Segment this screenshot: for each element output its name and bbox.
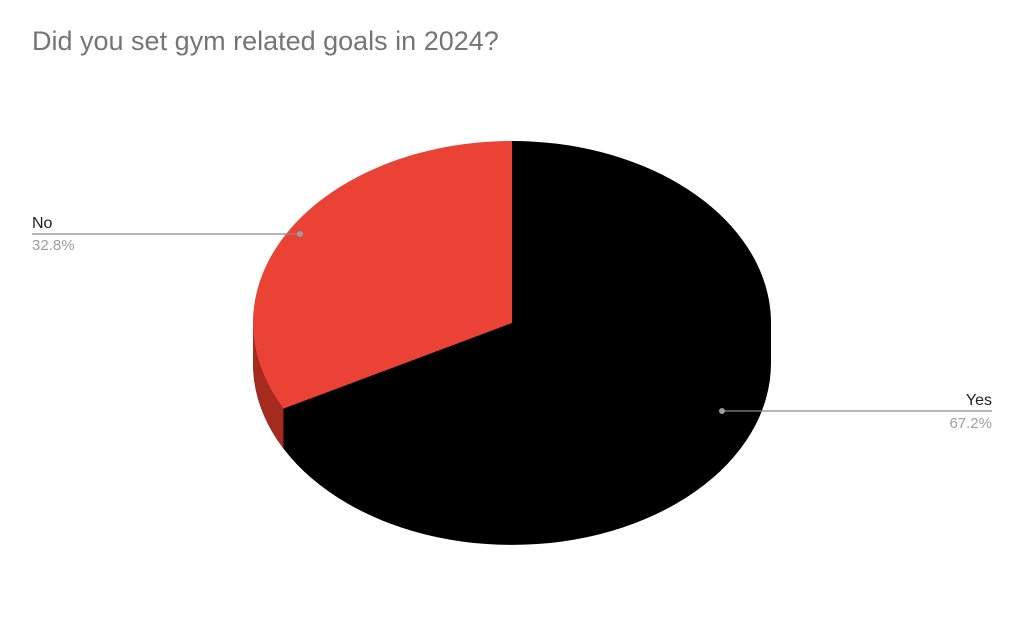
slice-yes — [283, 141, 772, 505]
label-no: No — [32, 215, 53, 232]
percent-label-no: 32.8% — [32, 237, 75, 254]
side-no — [253, 323, 284, 449]
leader-dot-no — [297, 231, 303, 237]
label-yes: Yes — [966, 392, 992, 409]
slice-no — [253, 141, 512, 409]
percent-label-yes: 67.2% — [949, 415, 992, 432]
chart-title: Did you set gym related goals in 2024? — [32, 26, 499, 56]
leader-dot-yes — [719, 408, 725, 414]
